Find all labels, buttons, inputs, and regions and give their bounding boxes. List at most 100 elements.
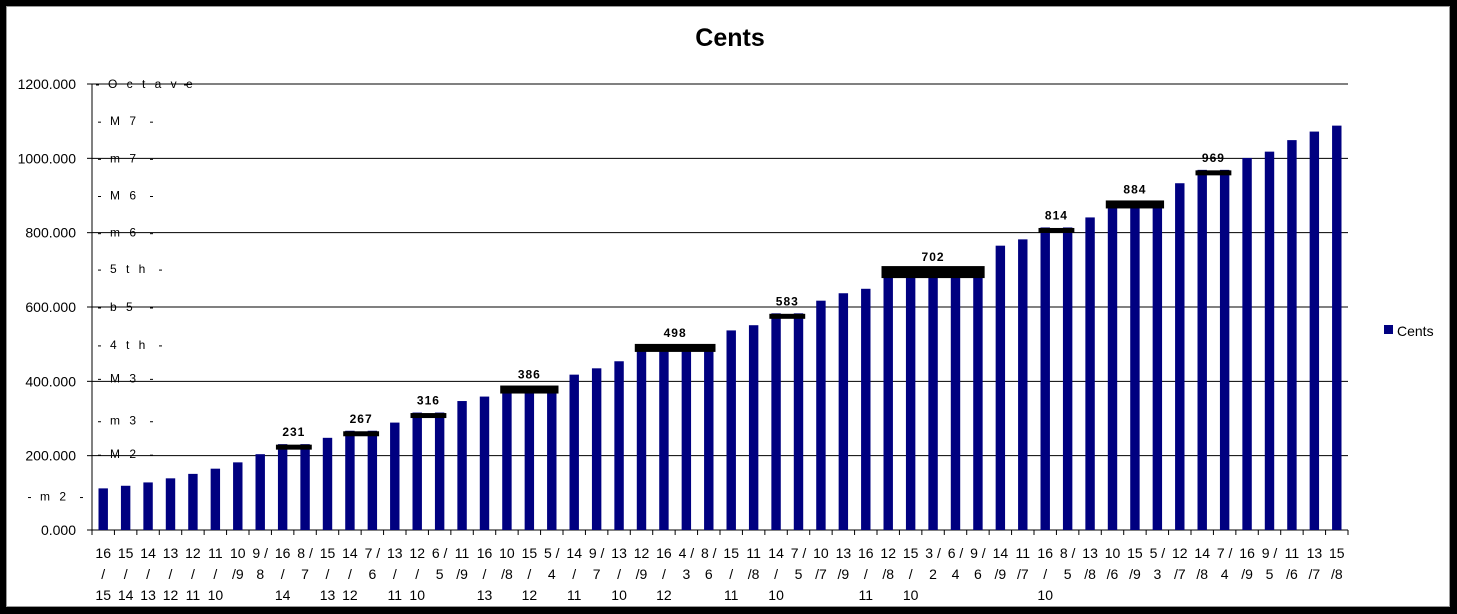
x-tick-label: 11: [1016, 545, 1031, 561]
interval-label: b 5: [110, 300, 136, 314]
x-tick-label: 5 /: [544, 545, 560, 561]
x-tick-label: 13: [1307, 545, 1323, 561]
bar: [928, 269, 938, 530]
bar: [591, 368, 602, 530]
x-tick-label: 12: [409, 545, 425, 561]
bar: [1332, 125, 1342, 531]
annotation-label: 884: [1123, 182, 1146, 196]
interval-label: M 7: [110, 114, 139, 128]
bar: [950, 269, 961, 530]
bar: [1130, 201, 1140, 531]
x-tick-label: /8: [1331, 566, 1343, 582]
x-tick-label: 5: [436, 566, 444, 582]
x-tick-label: 16: [275, 545, 291, 561]
chart-title: Cents: [695, 24, 764, 52]
y-tick-label: 400.000: [25, 373, 76, 389]
y-tick-label: 1000.000: [18, 150, 77, 166]
x-tick-label: 11: [1285, 545, 1300, 561]
x-tick-label: /: [572, 566, 576, 582]
x-tick-label: 15: [723, 545, 739, 561]
x-tick-label: /8: [501, 566, 513, 582]
x-tick-label: 8 /: [1060, 545, 1076, 561]
x-tick-label: /: [617, 566, 621, 582]
x-tick-label: 12: [163, 587, 179, 603]
interval-label: m 6: [110, 226, 139, 240]
interval-label: 4 t h: [110, 338, 148, 352]
bar: [1175, 183, 1185, 531]
bar: [726, 330, 736, 530]
x-tick-label: 9 /: [970, 545, 986, 561]
bar: [210, 468, 221, 530]
x-tick-label: 12: [522, 587, 538, 603]
bar: [905, 269, 916, 530]
bar: [367, 430, 378, 530]
x-tick-label: /: [101, 566, 105, 582]
x-tick-label: 14: [140, 545, 156, 561]
value-marker: [769, 313, 806, 319]
x-tick-label: 15: [903, 545, 919, 561]
bar: [1152, 201, 1163, 531]
x-tick-label: 12: [634, 545, 650, 561]
x-tick-label: /8: [1084, 566, 1096, 582]
x-tick-label: 13: [387, 545, 403, 561]
interval-label: 5 t h: [110, 262, 148, 276]
x-tick-label: 13: [1082, 545, 1098, 561]
bar: [659, 344, 669, 530]
x-tick-label: /9: [995, 566, 1007, 582]
bar: [300, 444, 310, 530]
annotation-label: 814: [1045, 208, 1068, 222]
bar: [98, 488, 108, 530]
x-tick-label: 13: [140, 587, 156, 603]
x-tick-label: 15: [1329, 545, 1345, 561]
bar: [120, 485, 131, 530]
x-tick-label: 16: [95, 545, 111, 561]
bars: [98, 125, 1342, 531]
x-tick-label: /: [393, 566, 397, 582]
x-axis-ticks: 16 / 15 15 / 14 14 / 13 13 / 12 12 / 11 11 / 10 10/9 9 / 8 16…: [95, 545, 1344, 603]
x-tick-label: 8: [256, 566, 264, 582]
x-tick-label: 12: [342, 587, 358, 603]
x-tick-label: 6 /: [948, 545, 964, 561]
bar: [412, 412, 422, 530]
bar: [277, 444, 288, 530]
x-tick-label: 5: [795, 566, 803, 582]
x-tick-label: 2: [929, 566, 937, 582]
x-tick-label: 10: [499, 545, 515, 561]
x-tick-label: /: [774, 566, 778, 582]
x-tick-label: 14: [566, 545, 582, 561]
value-marker: [500, 385, 559, 394]
x-tick-label: /: [909, 566, 913, 582]
x-tick-label: /9: [232, 566, 244, 582]
x-tick-label: /9: [1241, 566, 1253, 582]
bar: [1107, 201, 1118, 531]
x-tick-label: 10: [903, 587, 919, 603]
bar: [1040, 227, 1050, 531]
x-tick-label: 4 /: [679, 545, 695, 561]
x-tick-label: 6: [974, 566, 982, 582]
x-tick-label: 16: [1037, 545, 1053, 561]
x-tick-label: /8: [882, 566, 894, 582]
x-tick-label: 10: [1037, 587, 1053, 603]
x-tick-label: 12: [1172, 545, 1188, 561]
x-tick-label: 9 /: [589, 545, 605, 561]
x-tick-label: /: [169, 566, 173, 582]
bar: [479, 396, 490, 530]
value-marker: [634, 343, 716, 352]
bar: [165, 478, 176, 530]
x-tick-label: 7: [593, 566, 601, 582]
y-tick-label: 0.000: [41, 522, 76, 538]
x-tick-label: 14: [1194, 545, 1210, 561]
x-tick-label: 13: [163, 545, 179, 561]
bar: [1085, 217, 1095, 530]
x-tick-label: /9: [456, 566, 468, 582]
annotation-label: 231: [282, 425, 305, 439]
bar: [883, 269, 893, 530]
bar: [1062, 227, 1073, 531]
x-tick-label: 15: [320, 545, 336, 561]
x-tick-label: /7: [1174, 566, 1186, 582]
bar: [1309, 131, 1320, 530]
x-tick-label: 13: [320, 587, 336, 603]
x-tick-label: 4: [548, 566, 556, 582]
x-tick-label: /6: [1286, 566, 1298, 582]
